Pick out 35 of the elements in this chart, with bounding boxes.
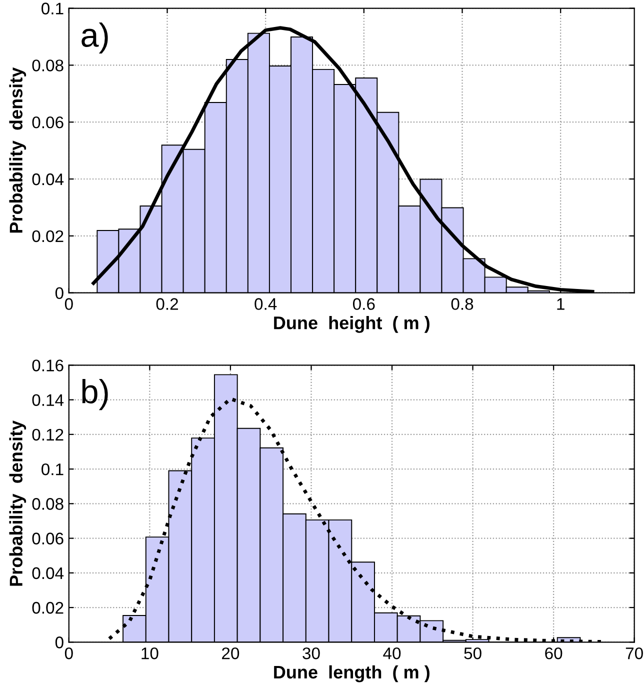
y-tick-label: 0.04: [32, 173, 64, 186]
x-tick-label: 10: [142, 647, 158, 660]
y-tick-label: 0.1: [42, 2, 64, 14]
x-axis-title: Dune height ( m ): [274, 316, 430, 333]
x-tick-label: 0: [64, 298, 73, 310]
y-tick-label: 0: [55, 287, 64, 300]
annotation: a): [82, 22, 108, 54]
y-tick-label: 0.08: [32, 60, 64, 72]
x-tick-label: 50: [464, 647, 482, 660]
y-tick-label: 0.16: [32, 360, 64, 372]
y-tick-label: 0.04: [32, 567, 64, 580]
x-tick-label: 0.2: [156, 298, 178, 310]
y-tick-label: 0.08: [32, 498, 64, 510]
y-tick-label: 0.06: [32, 532, 64, 544]
x-tick-label: 40: [383, 647, 401, 660]
y-tick-label: 0.12: [32, 428, 64, 441]
y-axis-title: Probability density: [9, 67, 26, 233]
x-tick-label: 70: [626, 647, 643, 660]
y-tick-label: 0.06: [32, 116, 64, 128]
x-tick-label: 1: [557, 298, 564, 310]
y-tick-label: 0.02: [32, 230, 64, 242]
x-tick-label: 0: [64, 647, 73, 660]
x-tick-label: 60: [545, 647, 562, 660]
x-tick-label: 20: [222, 647, 240, 660]
x-tick-label: 0.8: [451, 298, 474, 310]
y-tick-label: 0: [55, 636, 64, 648]
x-axis-title: Dune length ( m ): [274, 665, 430, 682]
annotation: b): [82, 379, 108, 410]
y-tick-label: 0.02: [32, 602, 64, 614]
y-tick-label: 0.14: [32, 394, 64, 406]
y-tick-label: 0.1: [42, 463, 64, 476]
y-axis-title: Probability density: [9, 420, 26, 586]
x-tick-label: 0.6: [352, 298, 375, 310]
x-tick-label: 30: [302, 647, 320, 660]
x-tick-label: 0.4: [254, 298, 277, 310]
